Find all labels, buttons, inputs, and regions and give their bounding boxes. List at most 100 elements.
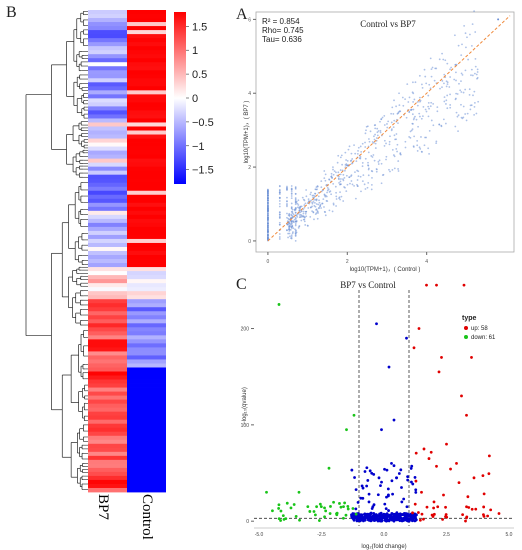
heatmap-cell-control (127, 379, 166, 384)
scatter-point (290, 195, 293, 197)
scatter-point (296, 202, 299, 205)
volcano-point (379, 484, 382, 488)
scatter-point (353, 144, 355, 147)
scatter-point (364, 132, 367, 135)
scatter-point (430, 68, 433, 71)
heatmap-cell-control (127, 363, 166, 368)
scatter-point (449, 106, 452, 109)
scatter-point (393, 119, 396, 122)
scatter-point (357, 170, 360, 173)
volcano-point (282, 517, 286, 521)
heatmap-cell-control (127, 319, 166, 324)
volcano-point (386, 487, 390, 491)
scatter-point (376, 127, 379, 130)
heatmap-cell-control (127, 74, 166, 79)
scatter-point (328, 209, 331, 212)
heatmap-cell-bp7 (88, 74, 127, 79)
scatter-point (290, 220, 293, 223)
scatter-point (390, 112, 393, 115)
scatter-point (318, 206, 321, 209)
scatter-point (288, 213, 291, 216)
scatter-point (278, 193, 281, 196)
heatmap-cell-control (127, 467, 166, 473)
scatter-point (305, 195, 308, 198)
heatmap-cell-control (127, 66, 166, 71)
scatter-point (300, 210, 303, 213)
scatter-point (375, 170, 378, 173)
scatter-point (395, 148, 398, 150)
heatmap-cell-bp7 (88, 483, 127, 489)
scatter-point (313, 218, 315, 221)
scatter-point (346, 159, 349, 162)
heatmap-cell-bp7 (88, 387, 127, 392)
scatter-point (404, 146, 407, 149)
heatmap-cell-bp7 (88, 42, 127, 47)
scatter-point (374, 147, 377, 149)
volcano-point (363, 512, 367, 516)
heatmap-cell-control (127, 122, 166, 127)
volcano-point (400, 518, 404, 522)
heatmap-cell-control (127, 214, 166, 220)
volcano-point (354, 507, 358, 511)
scatter-point (267, 205, 269, 208)
heatmap-cell-bp7 (88, 90, 127, 95)
volcano-point (375, 322, 378, 326)
volcano-point (377, 476, 381, 480)
volcano-point (455, 461, 458, 465)
scatter-point (300, 219, 303, 222)
scatter-point (324, 214, 327, 217)
scatter-point (314, 188, 317, 191)
volcano-legend-up-swatch (464, 326, 468, 330)
scatter-point (473, 113, 476, 116)
heatmap-cell-bp7 (88, 86, 127, 91)
heatmap-cell-control (127, 463, 166, 469)
scatter-point (294, 199, 297, 202)
volcano-point (381, 514, 385, 517)
scatter-point (399, 153, 402, 156)
volcano-point (461, 513, 465, 517)
scatter-point (367, 164, 370, 167)
heatmap-cell-bp7 (88, 18, 127, 23)
scatter-point (290, 185, 293, 187)
volcano-point (466, 495, 470, 499)
volcano-point (328, 512, 332, 515)
heatmap-cell-control (127, 375, 166, 380)
scatter-point (326, 200, 329, 203)
heatmap-cell-bp7 (88, 371, 127, 376)
scatter-point (470, 104, 473, 107)
scatter-point (312, 200, 315, 203)
scatter-point (449, 104, 452, 106)
heatmap-cell-bp7 (88, 210, 127, 216)
heatmap-cell-control (127, 182, 166, 188)
scatter-point (431, 66, 434, 69)
heatmap-cell-control (127, 415, 166, 421)
scatter-point (320, 186, 323, 189)
scatter-ytick-label: 4 (248, 91, 251, 97)
heatmap-cell-bp7 (88, 295, 127, 300)
volcano-point (315, 505, 318, 509)
scatter-point (278, 221, 281, 224)
heatmap-cell-control (127, 383, 166, 388)
scatter-point (464, 88, 467, 91)
heatmap-cell-bp7 (88, 218, 127, 224)
scatter-point (286, 196, 288, 199)
heatmap-cell-control (127, 447, 166, 453)
heatmap-cell-control (127, 30, 166, 35)
heatmap-cell-control (127, 78, 166, 83)
scatter-point (267, 218, 269, 221)
scatter-point (409, 136, 412, 139)
scatter-point (290, 197, 293, 200)
scatter-point (339, 198, 341, 201)
scatter-point (301, 196, 304, 199)
volcano-point (372, 512, 376, 515)
volcano-point (383, 502, 387, 506)
volcano-point (465, 413, 468, 417)
scatter-point (314, 213, 317, 216)
volcano-point (341, 516, 345, 520)
heatmap-cell-control (127, 178, 166, 184)
scatter-point (460, 54, 463, 57)
scatter-point (314, 198, 317, 201)
scatter-point (464, 69, 467, 72)
scatter-point (286, 188, 288, 191)
volcano-point (425, 283, 428, 287)
